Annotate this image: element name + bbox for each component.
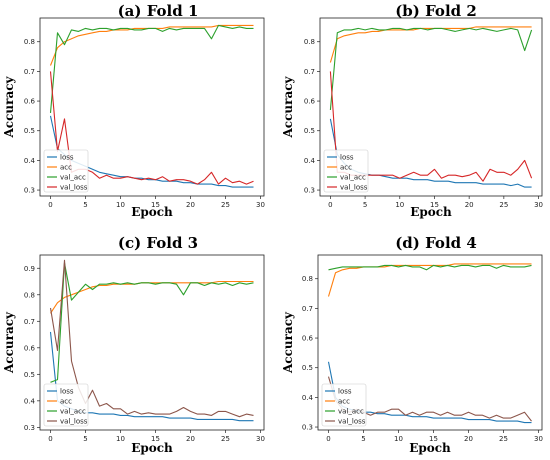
x-tick-label: 20 — [465, 201, 474, 209]
x-tick-label: 10 — [394, 435, 403, 443]
legend — [43, 149, 89, 193]
x-axis-label: Epoch — [410, 205, 452, 219]
x-tick-label: 30 — [534, 435, 543, 443]
x-axis-label: Epoch — [131, 441, 173, 455]
chart-panel-2: (b) Fold 2 0 5 10 15 20 25 30 0.3 0.4 0.5 0.6 0.7 0.8… — [281, 2, 543, 219]
y-tick-label: 0.4 — [24, 397, 36, 405]
y-axis-label: Accuracy — [2, 311, 16, 374]
x-tick-label: 0 — [48, 201, 52, 209]
y-tick-label: 0.3 — [24, 187, 35, 195]
x-tick-label: 5 — [361, 435, 365, 443]
legend-entry: val_acc — [338, 408, 364, 416]
legend-entry: acc — [340, 164, 352, 172]
y-tick-label: 0.8 — [304, 38, 315, 46]
legend-entry: acc — [338, 398, 350, 406]
series-line-acc — [329, 26, 532, 63]
legend — [321, 383, 367, 427]
series-line-val-acc — [328, 264, 532, 271]
x-tick-label: 30 — [534, 201, 543, 209]
x-tick-label: 5 — [83, 435, 87, 443]
series-line-val-acc — [329, 27, 533, 111]
y-tick-label: 0.7 — [24, 318, 35, 326]
x-tick-label: 25 — [221, 201, 230, 209]
y-tick-label: 0.3 — [24, 424, 35, 432]
y-tick-label: 0.6 — [24, 344, 36, 352]
chart-panel-1: (a) Fold 1 0 5 10 15 20 25 30 0.3 0.4 0.5 0.6 0.7 0.8… — [2, 2, 265, 219]
legend-entry: val_acc — [60, 174, 86, 182]
y-tick-label: 0.5 — [24, 371, 35, 379]
legend-entry: val_acc — [60, 408, 86, 416]
y-tick-label: 0.6 — [304, 98, 316, 106]
series-line-val-acc — [50, 262, 254, 383]
x-tick-label: 15 — [429, 435, 438, 443]
legend-entry: val_loss — [340, 184, 368, 192]
x-tick-label: 5 — [83, 201, 87, 209]
legend — [43, 383, 89, 427]
x-tick-label: 20 — [186, 435, 195, 443]
x-tick-label: 15 — [430, 201, 439, 209]
x-tick-label: 10 — [116, 435, 125, 443]
y-tick-label: 0.4 — [304, 157, 316, 165]
y-tick-label: 0.4 — [24, 157, 36, 165]
y-tick-label: 0.7 — [302, 305, 313, 313]
x-tick-label: 20 — [464, 435, 473, 443]
y-axis-label: Accuracy — [281, 311, 295, 374]
y-tick-label: 0.5 — [302, 364, 313, 372]
chart-panel-3: (c) Fold 3 0 5 10 15 20 25 30 0.3 0.4 0.5 0.6 0.7 0.8… — [2, 234, 265, 455]
chart-panel-4: (d) Fold 4 0 5 10 15 20 25 30 0.3 0.4 0.5 0.6 0.7 0.8… — [281, 234, 543, 455]
legend-entry: loss — [338, 388, 352, 396]
legend-entry: val_loss — [338, 418, 366, 426]
y-tick-label: 0.8 — [302, 275, 313, 283]
x-tick-label: 15 — [151, 201, 160, 209]
y-tick-label: 0.6 — [302, 335, 314, 343]
legend-entry: acc — [60, 398, 72, 406]
chart-title: (a) Fold 1 — [118, 2, 199, 20]
x-tick-label: 15 — [151, 435, 160, 443]
x-tick-label: 30 — [256, 201, 265, 209]
x-tick-label: 25 — [499, 435, 508, 443]
legend-entry: loss — [60, 388, 74, 396]
y-tick-label: 0.6 — [24, 98, 36, 106]
x-tick-label: 10 — [395, 201, 404, 209]
y-tick-label: 0.8 — [24, 291, 35, 299]
x-tick-label: 0 — [326, 435, 330, 443]
chart-title: (d) Fold 4 — [395, 234, 477, 252]
legend-entry: loss — [340, 154, 354, 162]
x-axis-label: Epoch — [409, 441, 451, 455]
x-tick-label: 30 — [256, 435, 265, 443]
x-tick-label: 0 — [48, 435, 52, 443]
y-tick-label: 0.5 — [304, 127, 315, 135]
x-tick-label: 0 — [328, 201, 332, 209]
x-tick-label: 10 — [116, 201, 125, 209]
legend-entry: acc — [60, 164, 72, 172]
y-tick-label: 0.9 — [24, 265, 35, 273]
series-line-val-acc — [49, 24, 254, 113]
y-tick-label: 0.3 — [304, 187, 315, 195]
y-tick-label: 0.7 — [304, 68, 315, 76]
y-axis-label: Accuracy — [281, 75, 295, 138]
legend — [323, 149, 369, 193]
x-axis-label: Epoch — [131, 205, 173, 219]
y-tick-label: 0.7 — [24, 68, 35, 76]
legend-entry: loss — [60, 154, 74, 162]
x-tick-label: 25 — [221, 435, 230, 443]
y-tick-label: 0.5 — [24, 127, 35, 135]
series-line-acc — [50, 280, 254, 314]
y-axis-label: Accuracy — [2, 75, 16, 138]
x-tick-label: 25 — [499, 201, 508, 209]
x-tick-label: 5 — [363, 201, 367, 209]
y-tick-label: 0.8 — [24, 38, 35, 46]
x-tick-label: 20 — [186, 201, 195, 209]
chart-title: (b) Fold 2 — [395, 2, 477, 20]
y-tick-label: 0.4 — [302, 394, 314, 402]
legend-entry: val_loss — [60, 418, 88, 426]
legend-entry: val_acc — [340, 174, 366, 182]
legend-entry: val_loss — [60, 184, 88, 192]
y-tick-label: 0.3 — [302, 424, 313, 432]
chart-title: (c) Fold 3 — [118, 234, 198, 252]
